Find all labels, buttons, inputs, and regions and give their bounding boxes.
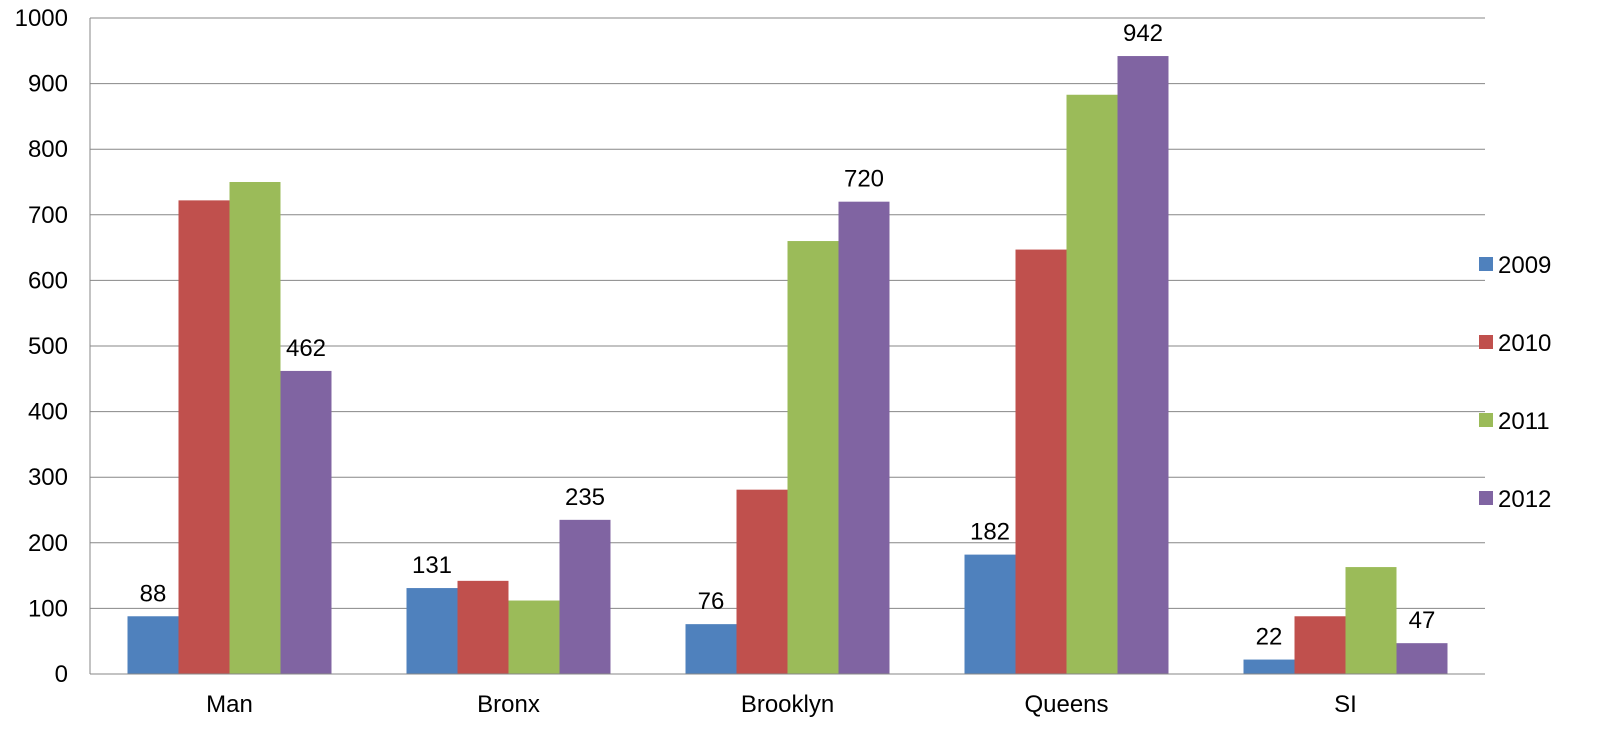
- bar-2009-Queens: [964, 554, 1016, 674]
- bar-2011-SI: [1345, 567, 1397, 674]
- bar-2010-Brooklyn: [736, 489, 788, 674]
- y-tick-label: 200: [28, 530, 68, 557]
- y-tick-label: 100: [28, 595, 68, 622]
- data-label: 22: [1256, 624, 1283, 651]
- data-label: 76: [698, 588, 725, 615]
- legend-swatch-2009: [1479, 257, 1493, 271]
- y-tick-label: 1000: [15, 5, 68, 32]
- bar-2012-Brooklyn: [838, 201, 890, 674]
- data-label: 942: [1123, 20, 1163, 47]
- bar-2009-SI: [1243, 659, 1295, 674]
- bar-2009-Man: [127, 616, 179, 674]
- bar-2012-Bronx: [559, 519, 611, 674]
- x-category-label: SI: [1334, 691, 1357, 718]
- legend-label: 2009: [1498, 252, 1551, 279]
- y-tick-label: 400: [28, 399, 68, 426]
- bar-2012-SI: [1396, 643, 1448, 674]
- y-tick-label: 0: [55, 661, 68, 688]
- bar-2010-Bronx: [457, 580, 509, 674]
- x-category-label: Bronx: [477, 691, 540, 718]
- bar-2012-Man: [280, 370, 332, 674]
- legend-label: 2012: [1498, 486, 1551, 513]
- bar-2011-Brooklyn: [787, 241, 839, 675]
- y-axis-ticks: 0 100 200 300 400 500 600 700 800 900 1000: [15, 5, 68, 688]
- legend-label: 2011: [1498, 408, 1550, 435]
- data-label: 182: [970, 519, 1010, 546]
- x-category-label: Brooklyn: [741, 691, 834, 718]
- legend-swatch-2011: [1479, 413, 1493, 427]
- x-category-label: Queens: [1024, 691, 1108, 718]
- axes: [89, 18, 1485, 675]
- y-tick-label: 700: [28, 202, 68, 229]
- bar-2011-Bronx: [508, 600, 560, 674]
- legend: 2009 2010 2011 2012: [1479, 252, 1551, 513]
- legend-label: 2010: [1498, 330, 1551, 357]
- y-tick-label: 300: [28, 464, 68, 491]
- bar-2010-Queens: [1015, 249, 1067, 674]
- data-label: 720: [844, 166, 884, 193]
- legend-swatch-2012: [1479, 491, 1493, 505]
- legend-swatch-2010: [1479, 335, 1493, 349]
- bar-2012-Queens: [1117, 56, 1169, 675]
- bars: [127, 56, 1448, 675]
- bar-2009-Bronx: [406, 588, 458, 674]
- data-labels: 88 462 131 235 76 720 182 942 22 47: [140, 20, 1436, 651]
- bar-2011-Man: [229, 182, 281, 674]
- x-axis-categories: Man Bronx Brooklyn Queens SI: [206, 691, 1357, 718]
- y-tick-label: 600: [28, 267, 68, 294]
- x-category-label: Man: [206, 691, 253, 718]
- bar-2009-Brooklyn: [685, 624, 737, 674]
- bar-2010-Man: [178, 200, 230, 675]
- y-tick-label: 500: [28, 333, 68, 360]
- y-tick-label: 800: [28, 136, 68, 163]
- data-label: 462: [286, 335, 326, 362]
- bar-2010-SI: [1294, 616, 1346, 674]
- y-tick-label: 900: [28, 71, 68, 98]
- bar-2011-Queens: [1066, 94, 1118, 674]
- data-label: 131: [412, 552, 452, 579]
- data-label: 88: [140, 580, 167, 607]
- data-label: 47: [1409, 607, 1436, 634]
- data-label: 235: [565, 484, 605, 511]
